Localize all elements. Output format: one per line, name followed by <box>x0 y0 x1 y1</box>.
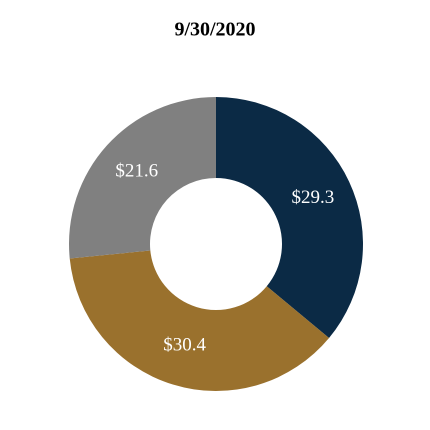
value-label: $29.3 <box>291 187 334 208</box>
chart-title: 9/30/2020 <box>174 19 255 41</box>
donut-slice <box>69 250 330 391</box>
value-label: $30.4 <box>163 335 206 356</box>
donut-slice <box>68 97 216 259</box>
value-label: $21.6 <box>115 161 158 182</box>
donut-slice <box>216 97 363 338</box>
